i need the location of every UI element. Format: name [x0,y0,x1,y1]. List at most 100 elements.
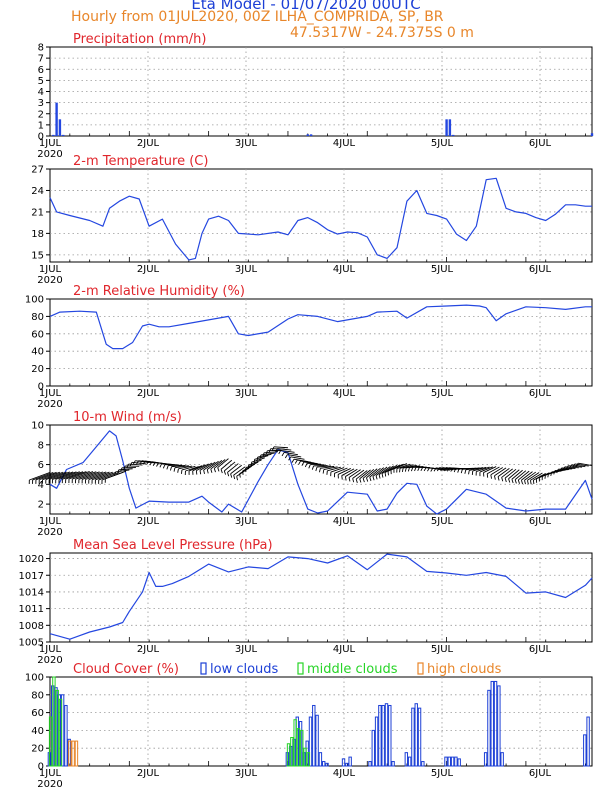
precip-ytick-label-4: 4 [38,87,44,98]
precip-bar-5 [309,134,313,136]
mslp-xtick-label-2: 3JUL [235,644,258,655]
wind-barb-76 [287,454,302,458]
wind-barb-flag-131 [468,470,470,475]
wind-barb-flag-148 [527,480,529,485]
wind-barb-flag-125 [446,467,450,472]
wind-barb-8 [55,471,77,480]
cloud-bar-middle-clouds-2 [55,689,59,767]
cloud-bar-low-clouds-29 [388,704,392,767]
precip-bar-8 [451,134,455,136]
wind-barb-121 [436,467,450,471]
wind-xtick-label-1: 2JUL [137,516,160,527]
cloud-xtick-label-0: 1JUL [39,768,62,779]
wind-barb-flag-103 [378,474,381,479]
temp-xtick-label-5: 6JUL [529,264,552,275]
wind-barb-18 [88,471,110,481]
wind-barb-101 [372,467,385,477]
wind-barb-flag-94 [348,477,351,482]
wind-barb-108 [393,463,408,470]
wind-barb-94 [348,469,361,478]
wind-barb-145 [518,470,530,481]
wind-barb-flag-40 [166,465,169,470]
wind-barb-flag-120 [430,467,434,472]
legend-swatch-1 [297,662,304,675]
wind-barb-flag-123 [440,467,444,472]
wind-barb-99 [366,468,378,479]
wind-barb-111 [403,464,417,469]
cloud-bar-middle-clouds-6 [293,719,297,767]
wind-barb-137 [490,467,504,476]
wind-barb-110 [399,464,414,469]
wind-barb-103 [378,466,391,476]
wind-barb-52 [210,460,223,470]
chart-subtitle: Hourly from 01JUL2020, 00Z ILHA_COMPRIDA… [71,9,444,25]
wind-barb-102 [375,466,388,476]
wind-barb-flag-84 [311,465,315,470]
mslp-ytick-label-5: 1020 [19,554,44,565]
cloud-bar-low-clouds-47 [500,752,504,767]
wind-barb-flag-114 [410,467,414,472]
wind-barb-3 [39,471,61,481]
wind-barb-44 [181,465,196,471]
legend-label-0: low clouds [210,662,279,677]
cloud-bar-low-clouds-19 [325,762,329,767]
wind-barb-5 [45,471,67,481]
wind-barb-flag-118 [423,467,427,472]
temp-xtick-label-4: 5JUL [431,264,454,275]
wind-barb-105 [384,464,398,473]
cloud-bar-low-clouds-41 [457,758,461,767]
rh-frame [49,298,593,387]
wind-barb-flag-57 [227,472,230,477]
wind-barb-flag-160 [562,466,566,471]
precip-ytick-label-2: 2 [38,109,44,120]
wind-ytick-label-3: 8 [38,440,44,451]
wind-barb-flag-145 [517,479,520,484]
wind-barb-24 [115,469,130,473]
wind-barb-157 [554,469,569,472]
wind-barb-12 [68,471,90,480]
rh-panel-title: 2-m Relative Humidity (%) [73,284,245,299]
cloud-bar-low-clouds-20 [341,758,346,767]
wind-barb-104 [381,465,394,475]
wind-barb-flag-122 [436,467,440,472]
cloud-ytick-label-5: 100 [25,673,44,684]
cloud-bar-middle-clouds-10 [306,752,311,767]
wind-barb-90 [334,467,348,474]
wind-barb-63 [245,461,259,469]
wind-barb-flag-74 [278,450,282,455]
rh-xyear: 2020 [37,399,62,410]
wind-barb-132 [472,466,487,472]
wind-barb-146 [521,471,533,481]
wind-barb-flag-113 [407,467,410,472]
wind-barb-flag-26 [120,467,123,472]
wind-barb-flag-51 [206,469,209,474]
wind-barb-147 [524,471,537,481]
cloud-bar-low-clouds-36 [421,761,425,767]
mslp-xtick-label-3: 4JUL [333,644,356,655]
precip-ytick-label-8: 8 [38,43,44,54]
wind-barb-9 [58,471,80,480]
wind-barb-flag-117 [420,467,424,472]
wind-barb-flag-73 [275,448,278,453]
cloud-ytick-label-3: 60 [31,708,44,719]
temp-xtick-label-1: 2JUL [137,264,160,275]
legend-label-2: high clouds [427,662,502,677]
cloud-bar-low-clouds-37 [444,756,448,767]
wind-barb-flag-143 [511,479,514,484]
wind-barb-13 [72,471,94,480]
cloud-panel-title: Cloud Cover (%) [73,662,179,677]
wind-barb-86 [320,465,335,469]
precip-bar-7 [448,119,452,136]
wind-barb-85 [316,465,331,468]
wind-barb-flag-48 [195,470,198,475]
wind-barb-flag-67 [256,457,259,462]
wind-barb-flag-158 [556,469,559,474]
temp-xyear: 2020 [37,275,62,286]
rh-xtick-label-1: 2JUL [137,388,160,399]
wind-xyear: 2020 [37,527,62,538]
wind-barb-flag-149 [530,480,532,485]
wind-barb-flag-85 [315,466,318,472]
cloud-bar-middle-clouds-1 [52,676,56,767]
wind-barb-flag-137 [490,474,492,479]
wind-barb-flag-156 [550,471,553,476]
